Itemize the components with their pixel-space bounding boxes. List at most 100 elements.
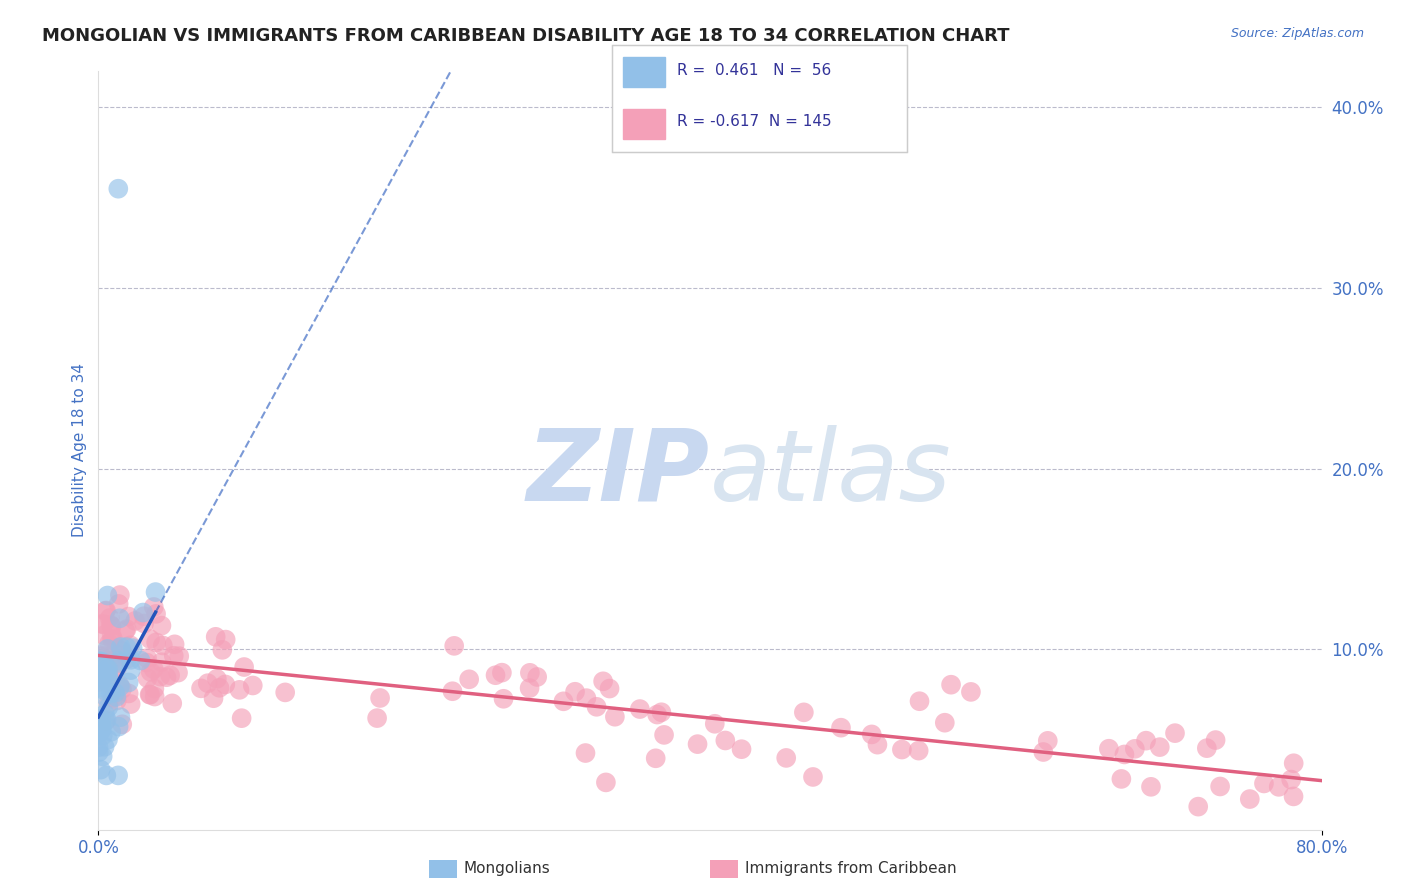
Point	[145, 607, 167, 621]
Point	[120, 663, 142, 677]
Point	[155, 670, 177, 684]
Point	[150, 618, 173, 632]
Point	[575, 691, 598, 706]
Point	[100, 724, 122, 739]
Point	[645, 707, 668, 722]
Text: Immigrants from Caribbean: Immigrants from Caribbean	[745, 862, 957, 876]
Point	[100, 686, 122, 700]
Point	[366, 711, 388, 725]
Point	[1195, 741, 1218, 756]
Point	[650, 705, 672, 719]
Point	[143, 681, 166, 696]
Point	[149, 670, 172, 684]
Point	[564, 685, 586, 699]
Text: ZIP: ZIP	[527, 425, 710, 522]
Point	[574, 746, 596, 760]
Point	[143, 690, 166, 704]
Point	[866, 738, 889, 752]
Point	[441, 684, 464, 698]
Point	[830, 721, 852, 735]
Point	[1267, 780, 1289, 794]
Point	[96, 667, 118, 681]
Point	[107, 182, 129, 196]
Point	[97, 697, 120, 711]
Point	[97, 732, 120, 747]
Point	[152, 639, 174, 653]
Point	[90, 714, 112, 729]
Point	[139, 665, 162, 679]
Point	[110, 640, 132, 654]
Point	[939, 678, 962, 692]
Point	[91, 749, 114, 764]
Point	[90, 649, 112, 664]
Point	[163, 648, 186, 663]
Point	[142, 599, 165, 614]
Point	[118, 686, 141, 700]
Point	[599, 681, 621, 696]
Point	[595, 775, 617, 789]
Point	[1253, 776, 1275, 790]
Point	[97, 662, 120, 676]
Point	[162, 697, 184, 711]
Point	[107, 768, 129, 782]
Point	[94, 707, 117, 722]
Point	[1205, 733, 1227, 747]
Point	[101, 633, 124, 648]
Point	[908, 694, 931, 708]
Point	[1135, 733, 1157, 747]
Point	[231, 711, 253, 725]
Point	[108, 678, 131, 692]
Point	[145, 585, 167, 599]
Point	[603, 710, 626, 724]
Bar	[623, 57, 665, 87]
Bar	[623, 109, 665, 139]
Point	[138, 688, 160, 702]
Point	[108, 588, 131, 602]
Y-axis label: Disability Age 18 to 34: Disability Age 18 to 34	[72, 363, 87, 538]
Point	[117, 675, 139, 690]
Point	[91, 729, 114, 743]
Point	[135, 656, 157, 670]
Point	[890, 742, 912, 756]
Point	[1149, 740, 1171, 755]
Point	[793, 706, 815, 720]
Point	[100, 655, 122, 669]
Point	[87, 740, 110, 755]
Point	[134, 616, 156, 631]
Point	[775, 751, 797, 765]
Point	[91, 721, 114, 735]
Point	[87, 659, 110, 673]
Text: R =  0.461   N =  56: R = 0.461 N = 56	[676, 62, 831, 78]
Point	[1279, 772, 1302, 787]
Point	[91, 672, 114, 686]
Point	[101, 632, 124, 646]
Point	[208, 681, 231, 695]
Point	[87, 745, 110, 759]
Point	[190, 681, 212, 696]
Point	[110, 710, 132, 724]
Point	[519, 665, 541, 680]
Point	[91, 669, 114, 683]
Point	[233, 660, 256, 674]
Point	[120, 638, 142, 652]
Point	[98, 677, 121, 691]
Point	[96, 713, 118, 727]
Point	[553, 694, 575, 708]
Point	[89, 657, 111, 671]
Point	[100, 664, 122, 678]
Point	[89, 654, 111, 668]
Point	[89, 725, 111, 739]
Point	[111, 682, 134, 697]
Point	[115, 651, 138, 665]
Point	[215, 632, 238, 647]
Point	[1187, 799, 1209, 814]
Point	[714, 733, 737, 747]
Point	[228, 682, 250, 697]
Point	[274, 685, 297, 699]
Point	[129, 654, 152, 668]
Point	[94, 660, 117, 674]
Point	[100, 618, 122, 632]
Point	[136, 651, 159, 665]
Point	[1036, 734, 1059, 748]
Point	[93, 628, 115, 642]
